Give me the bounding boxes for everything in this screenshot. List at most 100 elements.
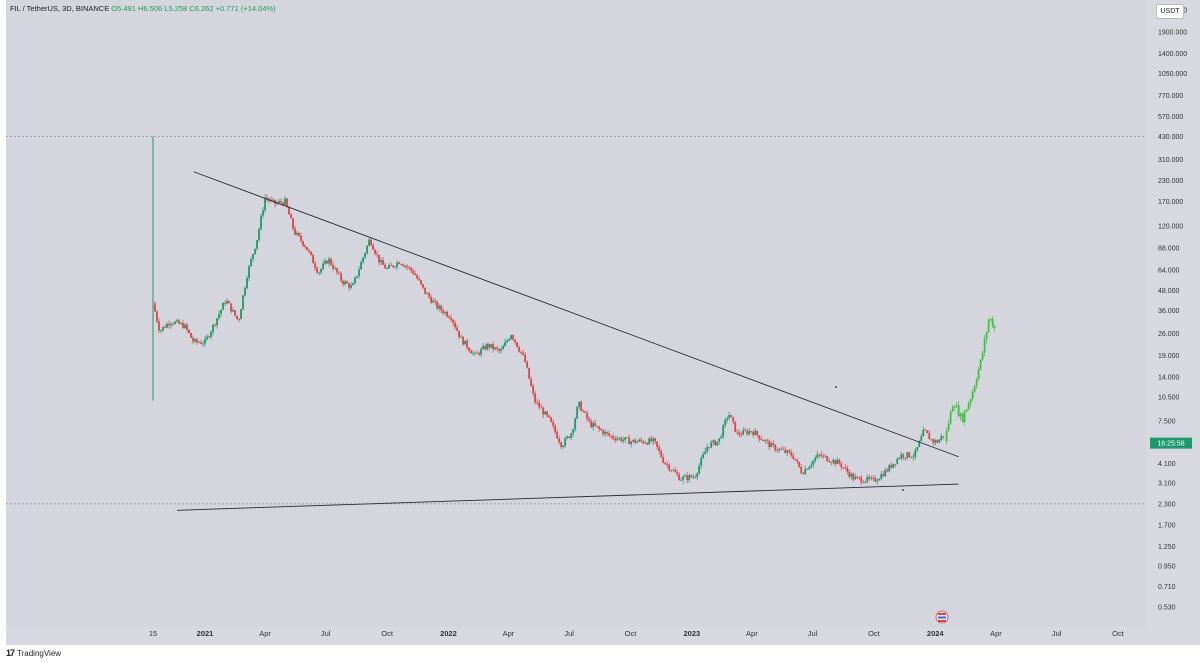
candle-235[interactable] (624, 437, 627, 443)
candle-380[interactable] (914, 447, 917, 460)
candle-143[interactable] (440, 304, 442, 314)
candle-223[interactable] (600, 427, 603, 431)
candle-47[interactable] (248, 264, 250, 282)
candle-56[interactable] (266, 194, 268, 203)
candle-369[interactable] (892, 463, 895, 469)
candle-332[interactable] (818, 453, 821, 458)
candle-252[interactable] (658, 444, 661, 455)
candle-254[interactable] (662, 454, 665, 464)
candle-293[interactable] (740, 431, 743, 438)
candle-281[interactable] (716, 441, 719, 447)
candle-180[interactable] (514, 339, 517, 345)
candle-294[interactable] (742, 426, 745, 436)
candle-11[interactable] (176, 318, 178, 323)
candle-352[interactable] (858, 476, 861, 481)
candle-271[interactable] (696, 472, 699, 481)
candle-107[interactable] (368, 237, 370, 247)
candle-35[interactable] (224, 300, 226, 306)
candle-270[interactable] (694, 474, 697, 479)
candle-193[interactable] (540, 403, 543, 409)
candle-215[interactable] (584, 410, 587, 414)
candle-31[interactable] (216, 317, 218, 329)
candle-297[interactable] (748, 428, 751, 436)
candle-40[interactable] (234, 309, 236, 317)
candle-323[interactable] (800, 463, 803, 475)
candle-20[interactable] (194, 338, 196, 344)
candle-367[interactable] (888, 464, 891, 473)
candle-159[interactable] (472, 350, 475, 356)
candle-298[interactable] (750, 430, 753, 434)
candle-207[interactable] (568, 436, 571, 439)
candle-308[interactable] (770, 441, 773, 448)
candle-197[interactable] (548, 415, 551, 419)
candle-280[interactable] (714, 439, 717, 446)
candle-71[interactable] (296, 230, 298, 237)
candle-41[interactable] (236, 315, 238, 321)
candle-227[interactable] (608, 430, 611, 438)
candle-390[interactable] (934, 438, 937, 446)
candle-326[interactable] (806, 468, 809, 470)
candle-14[interactable] (182, 319, 184, 329)
currency-button[interactable]: USDT (1156, 4, 1184, 19)
candle-383[interactable] (920, 433, 923, 442)
candle-327[interactable] (808, 465, 811, 470)
candle-376[interactable] (906, 451, 909, 460)
candle-162[interactable] (478, 351, 481, 357)
candle-300[interactable] (754, 428, 757, 436)
candle-26[interactable] (206, 334, 208, 342)
projection-candle-22[interactable] (989, 318, 992, 322)
candle-93[interactable] (340, 271, 342, 283)
candle-161[interactable] (476, 350, 479, 354)
projection-candle-4[interactable] (953, 404, 956, 411)
candle-24[interactable] (202, 340, 204, 347)
symbol-name[interactable]: FIL / TetherUS, 3D, BINANCE (10, 4, 110, 13)
candle-60[interactable] (274, 199, 276, 208)
candle-333[interactable] (820, 451, 823, 458)
candle-108[interactable] (370, 237, 372, 247)
candle-347[interactable] (848, 469, 851, 479)
candle-217[interactable] (588, 416, 591, 424)
candle-15[interactable] (184, 322, 186, 329)
candle-157[interactable] (468, 347, 471, 353)
candle-250[interactable] (654, 437, 657, 444)
candle-234[interactable] (622, 436, 625, 444)
projection-candle-19[interactable] (983, 335, 986, 357)
candle-82[interactable] (318, 271, 320, 276)
projection-candle-13[interactable] (971, 389, 974, 401)
candle-145[interactable] (444, 310, 447, 316)
candle-44[interactable] (242, 295, 244, 311)
candle-295[interactable] (744, 427, 747, 432)
candle-142[interactable] (438, 303, 440, 312)
candle-393[interactable] (940, 433, 943, 442)
candle-279[interactable] (712, 439, 715, 446)
candle-182[interactable] (518, 345, 521, 353)
candle-263[interactable] (680, 477, 683, 481)
candle-52[interactable] (258, 227, 260, 243)
candle-318[interactable] (790, 449, 793, 458)
ascending-support-line[interactable] (176, 483, 959, 511)
candle-385[interactable] (924, 429, 927, 432)
candle-21[interactable] (196, 337, 198, 346)
candle-275[interactable] (704, 447, 707, 455)
candle-78[interactable] (310, 251, 312, 257)
price-axis[interactable] (1146, 0, 1200, 627)
candle-125[interactable] (404, 264, 406, 270)
candle-328[interactable] (810, 461, 813, 469)
candle-16[interactable] (186, 323, 188, 333)
projection-candle-18[interactable] (981, 350, 984, 362)
candle-37[interactable] (228, 300, 230, 304)
candle-329[interactable] (812, 459, 815, 469)
candle-292[interactable] (738, 429, 741, 438)
candle-150[interactable] (454, 320, 457, 330)
candle-114[interactable] (382, 256, 384, 265)
candle-104[interactable] (362, 256, 364, 264)
candle-343[interactable] (840, 460, 843, 471)
candle-394[interactable] (942, 436, 945, 440)
candle-363[interactable] (880, 471, 883, 481)
candle-199[interactable] (552, 419, 555, 429)
candle-33[interactable] (220, 309, 222, 317)
candle-341[interactable] (836, 457, 839, 465)
candle-88[interactable] (330, 257, 332, 266)
candle-205[interactable] (564, 436, 567, 448)
candle-288[interactable] (730, 414, 733, 418)
